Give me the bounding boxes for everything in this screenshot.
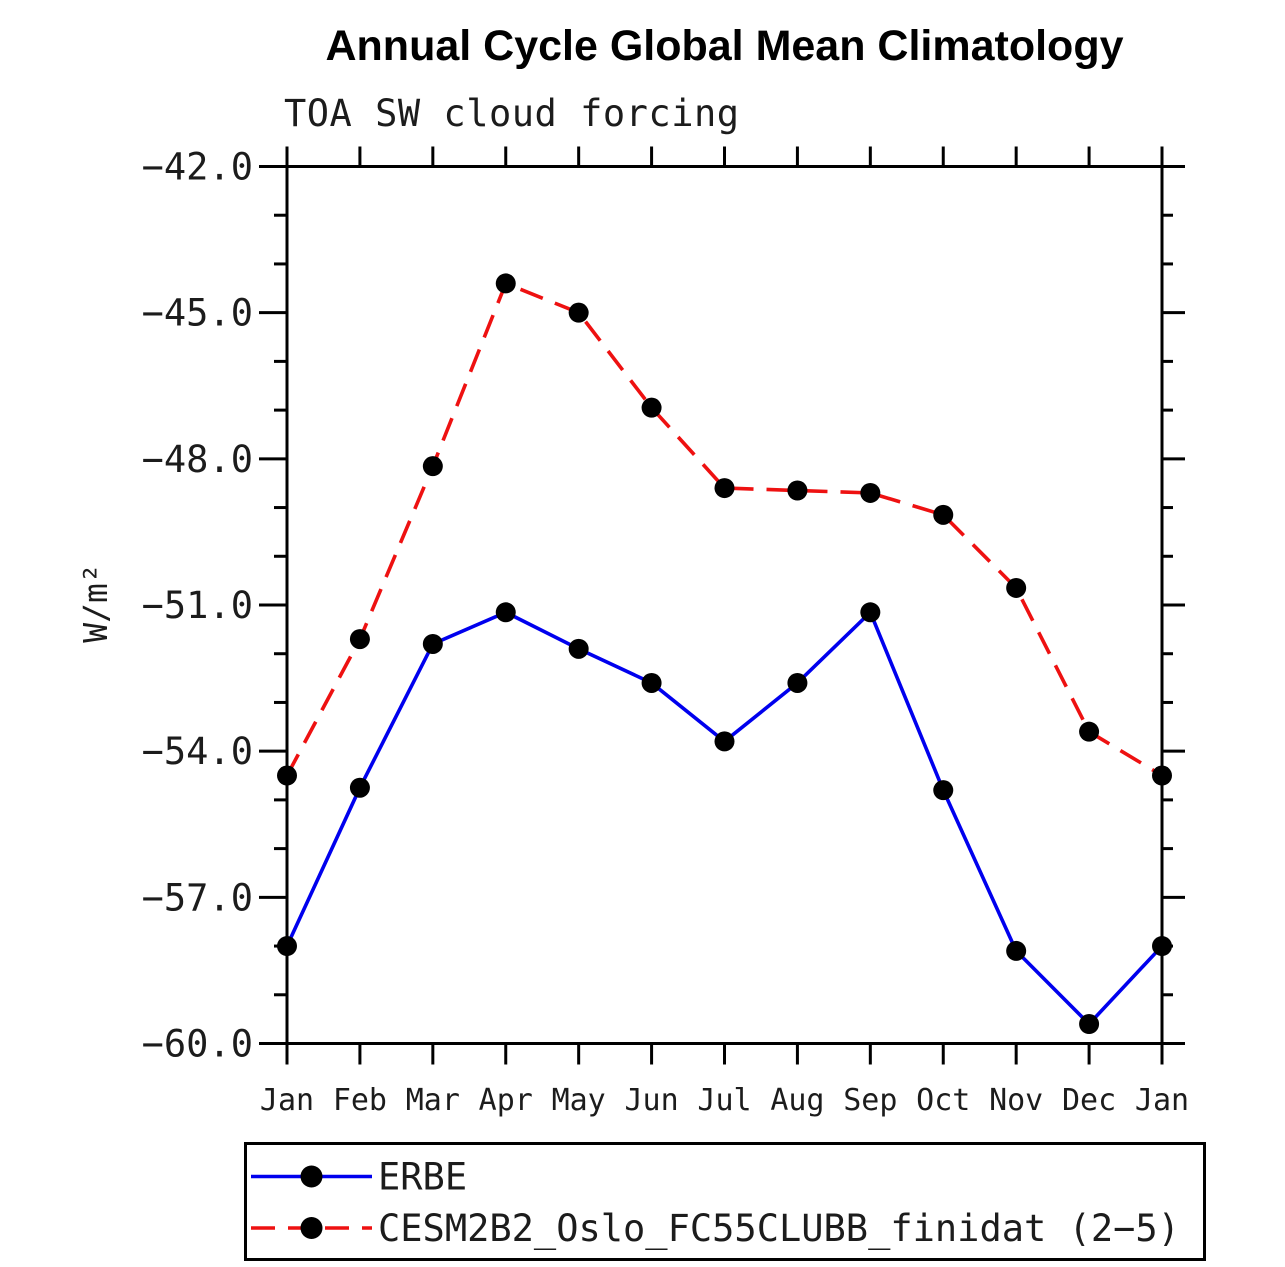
data-point-cesm-10: [1006, 577, 1027, 598]
data-point-erbe-5: [641, 672, 662, 693]
data-point-erbe-6: [714, 731, 735, 752]
x-tick-label-12: Jan: [1135, 1083, 1189, 1118]
data-point-erbe-9: [933, 780, 954, 801]
x-tick-label-5: Jun: [624, 1083, 678, 1118]
data-point-cesm-9: [933, 504, 954, 525]
chart-title: Annual Cycle Global Mean Climatology: [325, 22, 1124, 70]
data-point-erbe-3: [495, 602, 516, 623]
chart-subtitle: TOA SW cloud forcing: [284, 92, 740, 135]
x-tick-label-3: Apr: [479, 1083, 533, 1118]
data-point-erbe-2: [422, 633, 443, 654]
data-point-cesm-1: [349, 629, 370, 650]
x-tick-label-8: Sep: [843, 1083, 897, 1118]
x-tick-label-9: Oct: [916, 1083, 970, 1118]
y-tick-label: −57.0: [142, 876, 253, 919]
y-tick-label: −54.0: [142, 730, 253, 773]
data-point-erbe-8: [860, 602, 881, 623]
data-point-cesm-0: [277, 765, 297, 786]
legend-box: [244, 1142, 1206, 1261]
data-point-cesm-6: [714, 478, 735, 499]
y-tick-label: −48.0: [142, 438, 253, 481]
data-point-cesm-11: [1079, 721, 1100, 742]
data-point-cesm-5: [641, 397, 662, 418]
data-point-cesm-12: [1152, 765, 1172, 786]
plot-frame: [285, 165, 1164, 1045]
data-point-erbe-1: [349, 777, 370, 798]
legend-label-erbe: ERBE: [378, 1156, 467, 1199]
legend-marker-cesm: [300, 1217, 323, 1239]
data-point-cesm-2: [422, 456, 443, 477]
data-point-erbe-10: [1006, 940, 1027, 961]
series-line-cesm: [285, 281, 1163, 778]
data-point-cesm-4: [568, 302, 589, 323]
legend-label-cesm: CESM2B2_Oslo_FC55CLUBB_finidat (2−5): [378, 1207, 1180, 1251]
x-tick-label-6: Jul: [697, 1083, 751, 1118]
y-tick-label: −45.0: [142, 292, 253, 335]
x-tick-label-7: Aug: [770, 1083, 824, 1118]
y-axis-label: W/m²: [76, 563, 115, 642]
data-point-cesm-7: [787, 480, 808, 501]
data-point-cesm-3: [495, 273, 516, 294]
data-point-erbe-0: [277, 936, 297, 957]
data-point-erbe-7: [787, 672, 808, 693]
data-point-erbe-11: [1079, 1014, 1100, 1035]
x-tick-label-1: Feb: [333, 1083, 387, 1118]
y-tick-label: −51.0: [142, 584, 253, 627]
data-point-cesm-8: [860, 482, 881, 503]
x-tick-label-0: Jan: [260, 1083, 314, 1118]
y-tick-label: −60.0: [142, 1023, 253, 1066]
x-tick-label-2: Mar: [406, 1083, 460, 1118]
x-tick-label-4: May: [552, 1083, 606, 1118]
series-line-erbe: [285, 609, 1164, 1027]
legend-marker-erbe: [300, 1165, 323, 1188]
data-point-erbe-12: [1152, 936, 1172, 957]
x-tick-label-11: Dec: [1062, 1083, 1116, 1118]
data-point-erbe-4: [568, 638, 589, 659]
x-tick-label-10: Nov: [989, 1083, 1043, 1118]
y-tick-label: −42.0: [142, 146, 253, 189]
